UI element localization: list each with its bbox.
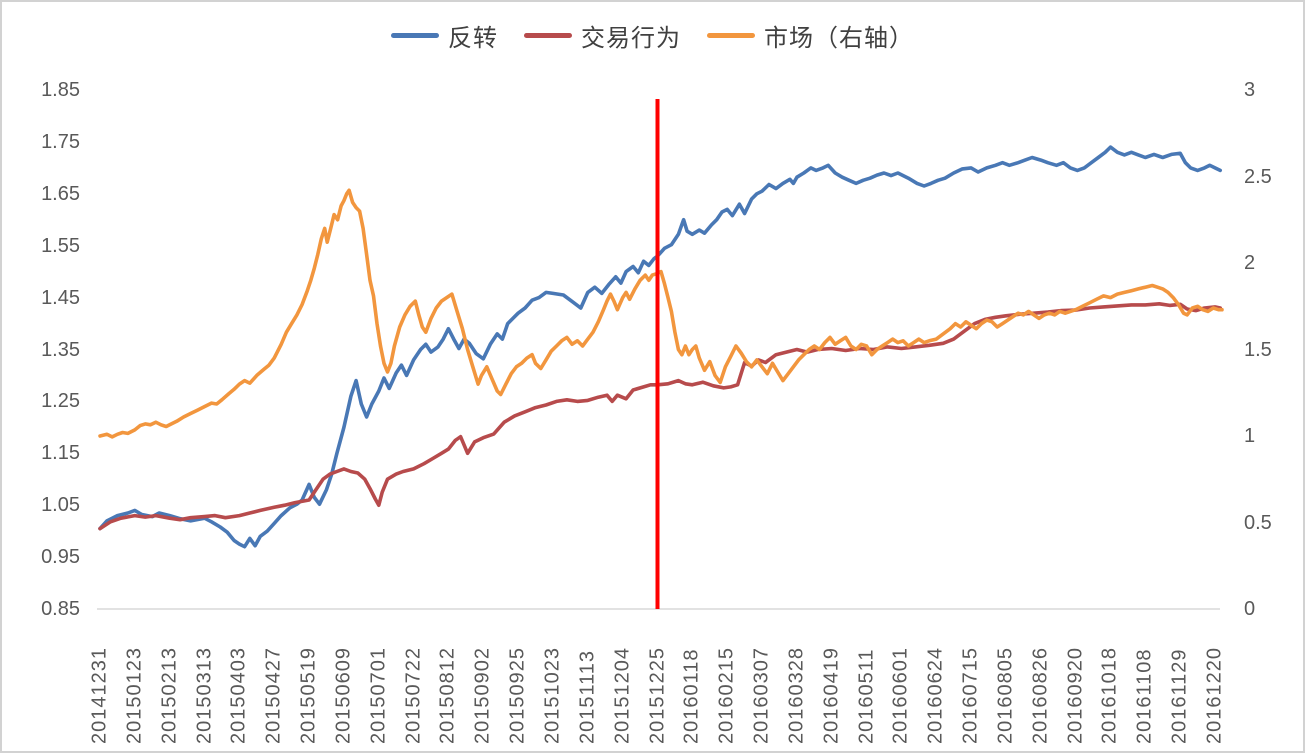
- x-axis-tick: 20150313: [193, 647, 216, 744]
- x-axis-tick: 20150609: [332, 647, 355, 744]
- legend-label: 市场（右轴）: [764, 25, 914, 52]
- x-axis-tick: 20141231: [88, 647, 111, 744]
- right-axis-tick: 2.5: [1244, 165, 1272, 188]
- series-market-line: [98, 188, 1224, 439]
- left-axis-tick: 1.75: [41, 130, 80, 153]
- x-axis-tick: 20161129: [1168, 648, 1191, 745]
- x-axis-tick: 20150701: [367, 647, 390, 744]
- legend-line-swatch-market: [707, 33, 755, 38]
- legend-label: 交易行为: [581, 25, 681, 52]
- right-axis-tick: 0.5: [1244, 511, 1272, 534]
- x-axis-tick: 20160307: [750, 647, 773, 744]
- x-axis-tick: 20161018: [1098, 647, 1121, 744]
- x-axis-tick: 20161220: [1203, 647, 1226, 744]
- x-axis-tick: 20160328: [785, 647, 808, 744]
- x-axis-tick: 20151023: [541, 647, 564, 744]
- right-axis-tick: 1: [1244, 425, 1256, 447]
- right-axis-tick: 1.5: [1244, 338, 1272, 361]
- x-axis-tick: 20150519: [297, 647, 320, 744]
- left-axis-tick: 1.65: [41, 182, 80, 205]
- x-axis-tick: 20160826: [1029, 647, 1052, 744]
- x-axis-tick: 20160419: [820, 647, 843, 744]
- x-axis-tick: 20160715: [959, 647, 982, 744]
- x-axis-tick: 20160511: [855, 648, 878, 745]
- left-axis-tick: 0.95: [41, 546, 80, 569]
- chart-legend: 反转 交易行为 市场（右轴）: [2, 18, 1303, 53]
- left-axis-tick: 1.55: [41, 234, 80, 257]
- series-reversal-line: [98, 145, 1222, 549]
- left-axis-tick: 1.05: [41, 494, 80, 517]
- x-axis-tick: 20150722: [402, 647, 425, 744]
- legend-item-market: 市场（右轴）: [707, 18, 914, 53]
- x-axis-tick: 20151113: [576, 649, 599, 744]
- legend-label: 反转: [448, 25, 498, 52]
- right-axis-tick: 3: [1244, 79, 1256, 101]
- legend-item-reversal: 反转: [391, 18, 498, 53]
- x-axis-tick: 20150427: [262, 647, 285, 744]
- legend-line-swatch-trading-behavior: [524, 33, 572, 38]
- left-axis-tick: 1.25: [41, 390, 80, 413]
- left-axis-tick: 1.85: [41, 79, 80, 101]
- x-axis-tick: 20151225: [646, 647, 668, 744]
- legend-item-trading-behavior: 交易行为: [524, 18, 681, 53]
- x-axis-tick: 20160215: [715, 647, 738, 744]
- left-axis-tick: 0.85: [41, 598, 80, 620]
- right-axis-tick: 0: [1244, 598, 1256, 620]
- x-axis-tick: 20150812: [436, 647, 459, 744]
- x-axis-tick: 20160920: [1064, 647, 1087, 744]
- x-axis-tick: 20161108: [1133, 648, 1156, 745]
- legend-line-swatch-reversal: [391, 33, 439, 38]
- x-axis-tick: 20160805: [994, 647, 1017, 744]
- x-axis-tick: 20150213: [158, 647, 181, 744]
- x-axis-tick: 20150925: [506, 647, 529, 744]
- x-axis-tick: 20160118: [680, 648, 703, 745]
- x-axis-tick: 20150403: [227, 647, 250, 744]
- left-axis-tick: 1.35: [41, 338, 80, 361]
- left-axis-tick: 1.15: [41, 442, 80, 465]
- series-trading-behavior-line: [98, 301, 1222, 531]
- x-axis-tick: 20160624: [924, 647, 947, 744]
- x-axis-tick: 20151204: [611, 647, 634, 744]
- x-axis-tick: 20150123: [123, 647, 146, 744]
- right-axis-tick: 2: [1244, 252, 1256, 274]
- x-axis-tick: 20160601: [889, 647, 912, 744]
- x-axis-tick: 20150902: [471, 647, 494, 744]
- left-axis-tick: 1.45: [41, 286, 80, 309]
